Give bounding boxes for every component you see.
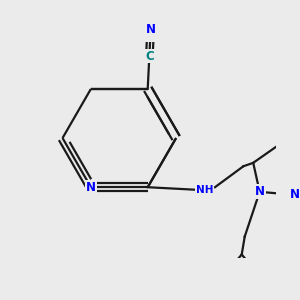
Text: N: N — [86, 181, 96, 194]
Text: N: N — [255, 185, 265, 198]
Text: N: N — [146, 23, 156, 36]
Text: C: C — [145, 50, 154, 62]
Text: N: N — [290, 188, 300, 201]
Text: NH: NH — [196, 185, 213, 195]
